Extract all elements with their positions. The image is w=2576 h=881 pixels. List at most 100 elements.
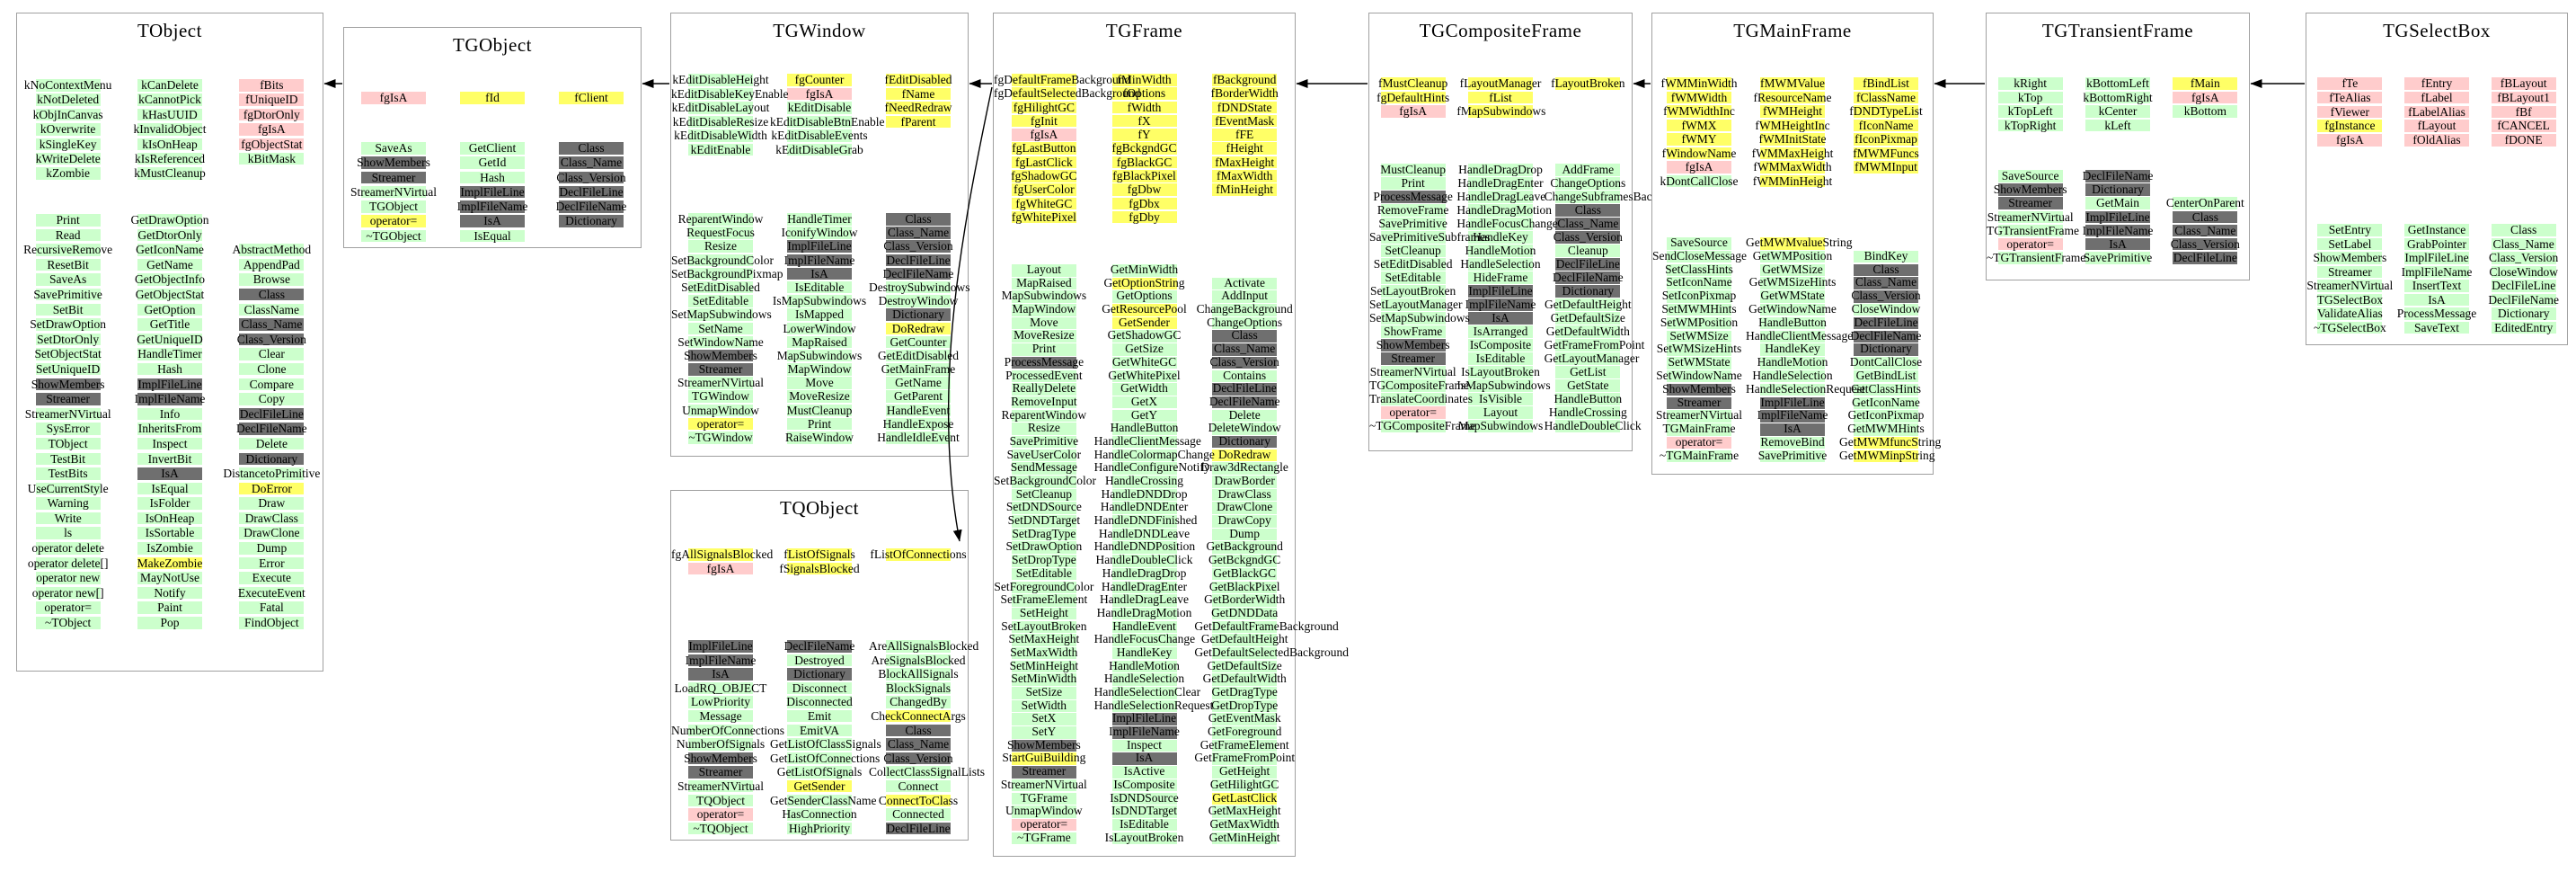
methods-cell[interactable]: GetX — [1094, 395, 1195, 409]
attributes-cell[interactable]: fLayoutBroken — [1545, 76, 1632, 91]
methods-cell[interactable]: DeclFileLine — [1545, 257, 1632, 271]
attributes-cell[interactable]: fResourceName — [1746, 91, 1839, 105]
methods-cell[interactable]: ConnectToClass — [869, 794, 968, 808]
attributes-cell[interactable]: fgDbx — [1094, 197, 1195, 210]
attributes-cell[interactable]: fgBckgndGC — [1094, 141, 1195, 155]
attributes-cell[interactable]: fgIsA — [1652, 160, 1746, 174]
attributes-cell[interactable]: fParent — [869, 115, 968, 129]
methods-cell[interactable]: IsMapped — [770, 307, 869, 321]
methods-cell[interactable]: GetDtorOnly — [119, 228, 220, 244]
attributes-cell[interactable]: kBitMask — [221, 152, 323, 166]
methods-cell[interactable]: IsEqual — [443, 229, 542, 244]
methods-cell[interactable]: ImplFileLine — [1456, 284, 1544, 298]
methods-cell[interactable]: StreamerNVirtual — [1652, 408, 1746, 423]
methods-cell[interactable]: Delete — [221, 437, 323, 452]
methods-cell[interactable]: Class_Name — [1194, 342, 1295, 356]
methods-cell[interactable]: GetClassHints — [1839, 382, 1933, 396]
methods-cell[interactable]: DrawCopy — [1194, 513, 1295, 528]
methods-cell[interactable]: GetEventMask — [1194, 712, 1295, 725]
methods-cell[interactable]: SetForegroundColor — [994, 580, 1094, 594]
methods-cell[interactable]: DeclFileLine — [869, 822, 968, 836]
attributes-cell[interactable]: fgInstance — [2306, 119, 2394, 133]
methods-cell[interactable]: GetDefaultSize — [1545, 311, 1632, 325]
attributes-cell[interactable]: fMWMFuncs — [1839, 147, 1933, 161]
attributes-cell[interactable]: fTeAlias — [2306, 91, 2394, 105]
attributes-cell[interactable]: fMaxHeight — [1194, 156, 1295, 169]
attributes-cell[interactable]: fEntry — [2394, 76, 2481, 91]
methods-cell[interactable]: IsComposite — [1094, 778, 1195, 792]
attributes-cell[interactable]: fgDtorOnly — [221, 108, 323, 122]
methods-cell[interactable]: GetListOfSignals — [770, 765, 869, 779]
methods-cell[interactable]: Connect — [869, 779, 968, 794]
methods-cell[interactable]: operator= — [17, 601, 119, 616]
attributes-cell[interactable]: kCenter — [2074, 104, 2161, 119]
methods-cell[interactable]: operator= — [344, 214, 443, 228]
methods-cell[interactable]: Class — [1545, 203, 1632, 217]
methods-cell[interactable]: GetFrameFromPoint — [1545, 338, 1645, 352]
methods-cell[interactable]: EmitVA — [770, 724, 869, 738]
methods-cell[interactable]: IsEditable — [770, 280, 869, 294]
methods-cell[interactable]: SetSize — [994, 685, 1094, 699]
methods-cell[interactable]: GetDrawOption — [119, 213, 220, 228]
attributes-cell[interactable]: kRight — [1987, 76, 2074, 91]
methods-cell[interactable]: ClassName — [221, 303, 323, 318]
methods-cell[interactable]: ImplFileName — [770, 254, 869, 267]
attributes-cell[interactable]: kEditDisableWidth — [671, 129, 770, 143]
methods-cell[interactable]: ImplFileLine — [119, 378, 220, 393]
attributes-cell[interactable]: fLayout — [2394, 119, 2481, 133]
methods-cell[interactable]: MustCleanup — [1369, 163, 1456, 176]
attributes-cell[interactable]: fgIsA — [994, 128, 1094, 141]
attributes-cell[interactable]: fgIsA — [221, 122, 323, 137]
methods-cell[interactable]: GetLastClick — [1194, 791, 1295, 805]
methods-cell[interactable]: Class_Version — [869, 239, 968, 253]
methods-cell[interactable]: GetDNDData — [1194, 606, 1295, 620]
methods-cell[interactable]: Resize — [671, 239, 770, 253]
methods-cell[interactable]: HandleSelectionRequest — [1746, 382, 1865, 396]
methods-cell[interactable]: Warning — [17, 496, 119, 512]
methods-cell[interactable]: HandleButton — [1746, 316, 1839, 330]
methods-cell[interactable]: SetIconPixmap — [1652, 289, 1746, 303]
methods-cell[interactable]: SetMinWidth — [994, 672, 1094, 686]
methods-cell[interactable]: Class — [542, 141, 641, 156]
methods-cell[interactable]: Dictionary — [2480, 307, 2567, 321]
methods-cell[interactable]: MapRaised — [770, 335, 869, 349]
methods-cell[interactable]: SaveSource — [1987, 169, 2074, 182]
methods-cell[interactable]: ImplFileName — [443, 200, 542, 214]
methods-cell[interactable]: AppendPad — [221, 258, 323, 273]
methods-cell[interactable]: HandleMotion — [1456, 244, 1544, 257]
methods-cell[interactable]: GetOption — [119, 303, 220, 318]
methods-cell[interactable]: ImplFileName — [2074, 224, 2161, 237]
methods-cell[interactable]: Emit — [770, 709, 869, 724]
methods-cell[interactable]: StreamerNVirtual — [1987, 210, 2074, 224]
attributes-cell[interactable]: fgDefaultFrameBackground — [994, 73, 1130, 86]
methods-cell[interactable]: NumberOfConnections — [671, 724, 784, 738]
methods-cell[interactable]: ChangeSubframesBackground — [1545, 190, 1693, 203]
methods-cell[interactable]: IsEqual — [119, 482, 220, 497]
methods-cell[interactable]: IsActive — [1094, 764, 1195, 779]
attributes-cell[interactable]: fY — [1094, 128, 1195, 141]
methods-cell[interactable]: SaveText — [2394, 321, 2481, 335]
methods-cell[interactable]: operator= — [1652, 435, 1746, 449]
methods-cell[interactable]: ImplFileName — [1456, 298, 1544, 311]
methods-cell[interactable]: HandleDNDFinished — [1094, 513, 1197, 528]
methods-cell[interactable]: SetEditDisabled — [1369, 257, 1456, 271]
methods-cell[interactable]: SetMapSubwindows — [1369, 311, 1470, 325]
methods-cell[interactable]: DeclFileLine — [869, 254, 968, 267]
attributes-cell[interactable]: fClassName — [1839, 91, 1933, 105]
methods-cell[interactable]: SetEditDisabled — [671, 280, 770, 294]
methods-cell[interactable]: ReallyDelete — [994, 381, 1094, 396]
attributes-cell[interactable]: fWMHeight — [1746, 104, 1839, 119]
methods-cell[interactable]: Copy — [221, 392, 323, 407]
attributes-cell[interactable]: kCanDelete — [119, 78, 220, 93]
methods-cell[interactable]: SysError — [17, 422, 119, 437]
methods-cell[interactable]: UseCurrentStyle — [17, 482, 119, 497]
methods-cell[interactable]: IsEditable — [1456, 352, 1544, 365]
methods-cell[interactable]: ImplFileName — [1746, 408, 1839, 423]
methods-cell[interactable]: ShowMembers — [671, 752, 770, 766]
methods-cell[interactable]: SavePrimitive — [2074, 251, 2161, 264]
methods-cell[interactable]: Class_Name — [1839, 275, 1933, 289]
methods-cell[interactable]: IsA — [1746, 422, 1839, 436]
methods-cell[interactable]: GetDefaultHeight — [1194, 632, 1295, 646]
methods-cell[interactable]: DoRedraw — [869, 322, 968, 335]
methods-cell[interactable]: IsLayoutBroken — [1456, 365, 1544, 378]
